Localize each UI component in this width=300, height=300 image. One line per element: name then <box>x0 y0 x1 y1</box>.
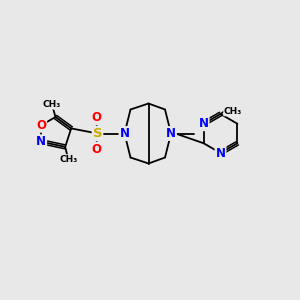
Text: N: N <box>166 127 176 140</box>
Text: N: N <box>119 127 130 140</box>
Text: O: O <box>36 119 46 132</box>
Text: CH₃: CH₃ <box>59 155 77 164</box>
Text: CH₃: CH₃ <box>224 106 242 116</box>
Text: S: S <box>93 127 102 140</box>
Text: O: O <box>91 142 101 156</box>
Text: O: O <box>91 111 101 124</box>
Text: N: N <box>215 146 226 160</box>
Text: CH₃: CH₃ <box>43 100 61 109</box>
Text: N: N <box>36 135 46 148</box>
Text: N: N <box>199 117 208 130</box>
